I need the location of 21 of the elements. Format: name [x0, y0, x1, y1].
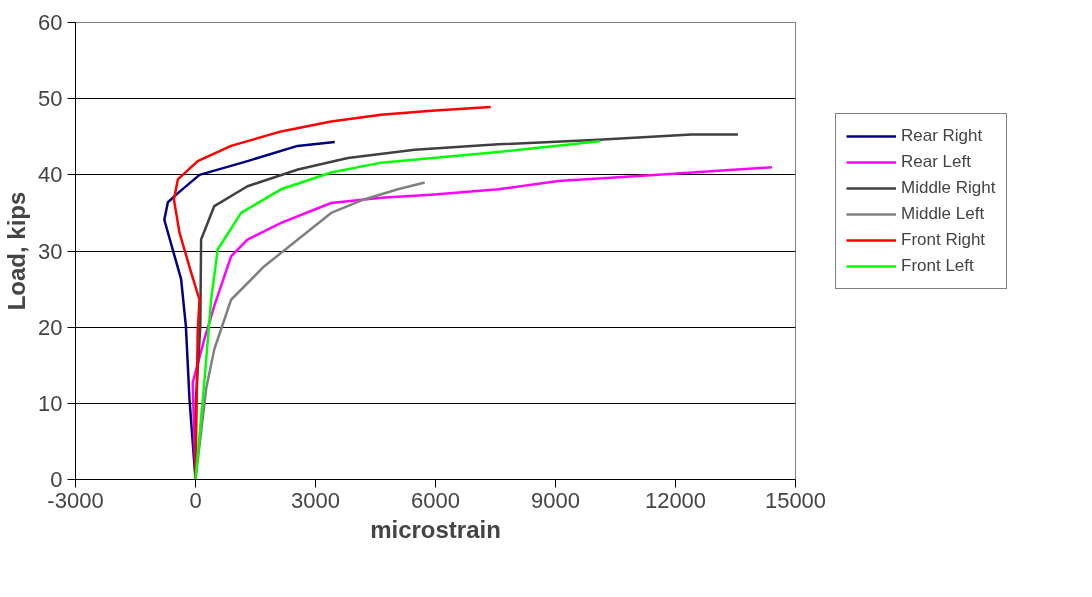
- y-tick-label: 60: [38, 10, 63, 35]
- x-tick-label: 0: [189, 487, 202, 513]
- legend-label: Rear Left: [901, 151, 971, 173]
- y-tick-label: 40: [38, 162, 63, 188]
- y-tick-label: 50: [38, 86, 63, 112]
- legend-label: Middle Right: [901, 177, 996, 199]
- line-series: [194, 140, 602, 480]
- y-axis-title: Load, kips: [3, 191, 31, 311]
- x-axis-title: microstrain: [370, 515, 501, 543]
- x-tick-label: 6000: [411, 487, 460, 513]
- legend-label: Rear Right: [901, 125, 983, 147]
- legend-label: Middle Left: [901, 203, 985, 225]
- x-tick-label: 12000: [644, 487, 707, 513]
- legend-label: Front Right: [901, 229, 986, 251]
- legend-label: Front Left: [901, 255, 974, 277]
- x-tick-label: 9000: [531, 487, 580, 513]
- x-tick-label: 15000: [764, 487, 827, 513]
- y-tick-label: 10: [38, 390, 63, 416]
- y-tick-label: 30: [38, 238, 63, 264]
- x-tick-label: 3000: [291, 487, 340, 513]
- y-tick-label: 20: [38, 314, 63, 340]
